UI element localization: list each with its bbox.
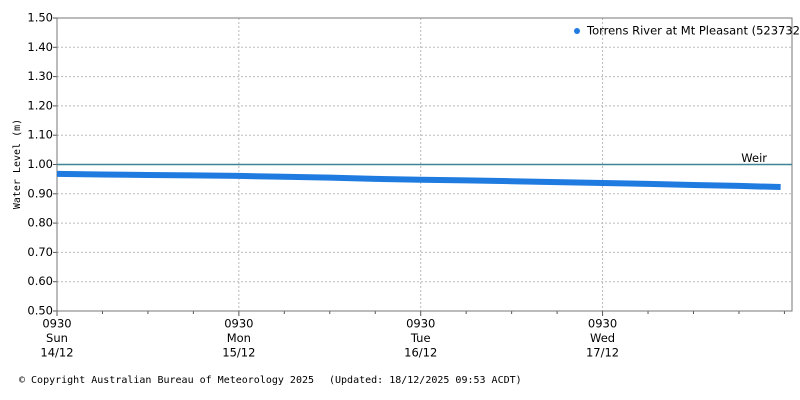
x-tick-label: 14/12 xyxy=(40,346,73,360)
x-tick-label: 0930 xyxy=(588,317,617,331)
x-tick-label: Wed xyxy=(590,331,615,345)
x-tick-label: 0930 xyxy=(406,317,435,331)
y-tick-label: 1.40 xyxy=(27,40,53,54)
reference-label: Weir xyxy=(741,151,767,165)
y-tick-label: 0.80 xyxy=(27,216,53,230)
x-tick-label: Mon xyxy=(227,331,251,345)
y-tick-label: 0.50 xyxy=(27,304,53,318)
x-tick-label: Sun xyxy=(46,331,68,345)
y-tick-label: 0.70 xyxy=(27,245,53,259)
x-tick-label: 17/12 xyxy=(586,346,619,360)
y-tick-label: 1.50 xyxy=(27,11,53,25)
y-axis-label: Water Level (m) xyxy=(12,119,23,209)
x-tick-label: 0930 xyxy=(224,317,253,331)
copyright: © Copyright Australian Bureau of Meteoro… xyxy=(19,375,314,386)
legend-label: Torrens River at Mt Pleasant (523732) xyxy=(586,24,800,38)
legend-marker xyxy=(574,28,580,34)
y-tick-label: 1.30 xyxy=(27,69,53,83)
x-tick-label: 0930 xyxy=(42,317,71,331)
y-tick-label: 0.90 xyxy=(27,186,53,200)
data-line xyxy=(56,170,781,191)
y-tick-label: 1.20 xyxy=(27,98,53,112)
x-tick-label: 15/12 xyxy=(222,346,255,360)
updated-note: (Updated: 18/12/2025 09:53 ACDT) xyxy=(329,375,522,386)
y-tick-label: 1.00 xyxy=(27,157,53,171)
y-tick-label: 0.60 xyxy=(27,274,53,288)
y-tick-label: 1.10 xyxy=(27,128,53,142)
x-tick-label: Tue xyxy=(410,331,431,345)
x-tick-label: 16/12 xyxy=(404,346,437,360)
